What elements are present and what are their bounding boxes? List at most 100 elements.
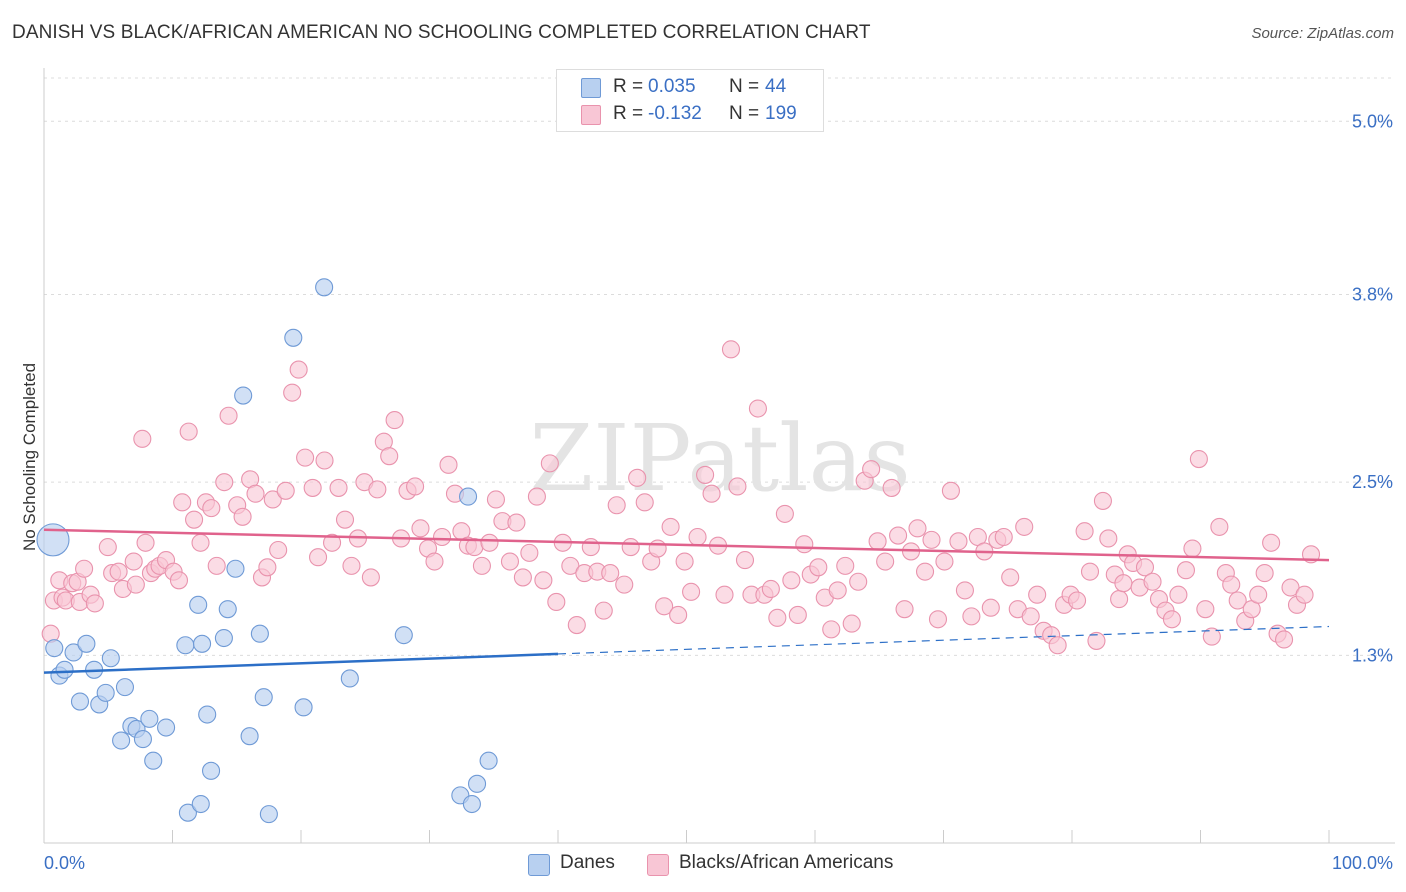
- trend-lines: [43, 528, 1330, 674]
- danes-point: [64, 643, 83, 662]
- blacks-point: [1202, 627, 1221, 646]
- blacks-point: [1028, 585, 1047, 604]
- blacks-point: [124, 552, 143, 571]
- danes-point: [259, 805, 278, 824]
- blacks-swatch: [581, 105, 601, 125]
- blacks-point: [342, 556, 361, 575]
- blacks-point: [949, 532, 968, 551]
- blacks-legend-swatch: [647, 854, 669, 876]
- danes-point: [176, 636, 195, 655]
- blacks-point: [728, 477, 747, 496]
- x-tick-labels: 0.0% 100.0%: [44, 853, 1393, 873]
- blacks-point: [202, 499, 221, 518]
- y-tick-label-1: 2.5%: [1352, 472, 1393, 492]
- danes-point: [115, 678, 135, 697]
- danes-point: [157, 718, 176, 737]
- blacks-point: [962, 607, 981, 626]
- blacks-point: [782, 571, 801, 590]
- r-value: -0.132: [648, 103, 702, 124]
- danes-point: [189, 595, 208, 614]
- blacks-point: [296, 448, 315, 467]
- blacks-point: [788, 605, 807, 624]
- danes-point: [202, 761, 221, 780]
- blacks-legend-label: Blacks/African Americans: [679, 852, 894, 873]
- blacks-point: [246, 484, 265, 503]
- blacks-point: [849, 572, 868, 591]
- blacks-point: [621, 538, 640, 557]
- blacks-point: [941, 481, 960, 500]
- blacks-point: [822, 620, 841, 639]
- blacks-point: [1262, 533, 1281, 552]
- danes-point: [240, 727, 259, 746]
- blacks-point: [1093, 491, 1112, 510]
- source-label: Source: ZipAtlas.com: [1251, 25, 1394, 42]
- n-value: 199: [765, 103, 797, 124]
- blacks-point: [581, 538, 600, 557]
- blacks-point: [527, 487, 546, 506]
- blacks-point: [682, 582, 701, 601]
- danes-point: [133, 730, 152, 749]
- blacks-point: [309, 548, 328, 567]
- blacks-point: [439, 455, 458, 474]
- blacks-point: [862, 460, 881, 479]
- danes-point: [250, 624, 269, 643]
- y-tick-labels: 1.3% 2.5% 3.8% 5.0%: [1352, 111, 1393, 665]
- blacks-point: [735, 551, 755, 570]
- blacks-point: [1249, 585, 1268, 604]
- series-blacks-points: [41, 340, 1321, 655]
- blacks-point: [411, 519, 430, 538]
- danes-point: [55, 660, 74, 679]
- grid-lines: [44, 77, 1395, 656]
- blacks-point: [513, 568, 532, 587]
- series-legend: Danes Blacks/African Americans: [0, 851, 1406, 879]
- danes-legend-label: Danes: [560, 852, 615, 873]
- blacks-point: [1255, 564, 1274, 583]
- danes-point: [234, 386, 253, 405]
- danes-point: [226, 559, 245, 578]
- blacks-point: [628, 468, 647, 487]
- blacks-point: [507, 513, 526, 532]
- blacks-trend-line: [43, 528, 1330, 562]
- blacks-point: [315, 451, 334, 470]
- danes-point: [254, 688, 273, 707]
- r-label: R =: [613, 103, 644, 124]
- danes-point: [467, 774, 487, 793]
- danes-point: [284, 328, 303, 347]
- blacks-point: [1295, 585, 1314, 604]
- x-tick-label-min: 0.0%: [44, 853, 85, 873]
- correlation-legend: R = 0.035 N = 44 R = -0.132 N = 199: [556, 69, 824, 132]
- blacks-point: [607, 496, 626, 515]
- blacks-point: [935, 552, 954, 571]
- blacks-point: [955, 581, 974, 600]
- blacks-point: [185, 510, 204, 529]
- blacks-point: [688, 527, 707, 547]
- blacks-point: [219, 406, 238, 425]
- blacks-point: [520, 543, 539, 562]
- blacks-point: [669, 605, 688, 624]
- blacks-point: [1048, 636, 1067, 655]
- blacks-point: [133, 429, 152, 448]
- blacks-point: [1228, 591, 1247, 610]
- blacks-point: [836, 556, 855, 575]
- danes-point: [294, 698, 313, 717]
- danes-point: [315, 278, 334, 297]
- blacks-point: [635, 493, 654, 512]
- danes-point: [45, 639, 64, 658]
- blacks-point: [842, 614, 861, 633]
- blacks-point: [480, 533, 499, 552]
- danes-point: [144, 751, 163, 770]
- blacks-point: [173, 493, 192, 512]
- danes-legend-swatch: [528, 854, 550, 876]
- danes-trend-extension: [557, 625, 1330, 655]
- blacks-point: [761, 579, 780, 599]
- blacks-point: [594, 601, 613, 620]
- blacks-point: [702, 484, 721, 503]
- blacks-point: [1196, 600, 1215, 619]
- r-value: 0.035: [648, 76, 696, 97]
- blacks-point: [876, 552, 895, 571]
- blacks-point: [868, 532, 887, 551]
- blacks-point: [567, 615, 586, 635]
- blacks-point: [1114, 574, 1133, 593]
- series-danes-points: [36, 278, 498, 824]
- blacks-point: [561, 556, 580, 575]
